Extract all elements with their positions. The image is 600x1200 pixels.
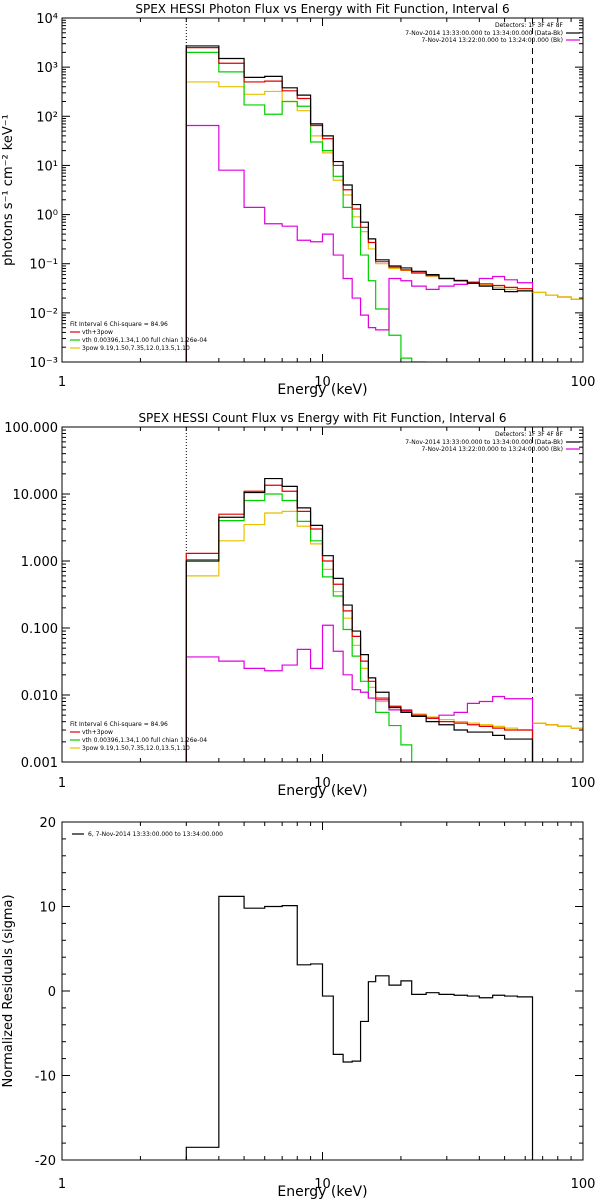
series-three-pow [185,510,534,762]
plot-frame [61,821,584,1161]
x-tick-label: 10 [314,1177,331,1192]
series-data [185,477,534,762]
series-three-pow [185,81,534,362]
x-tick-label: 1 [58,375,66,390]
chart-title: SPEX HESSI Photon Flux vs Energy with Fi… [135,2,509,16]
legend-entry-label: 7-Nov-2014 13:33:00.000 to 13:34:00.000 … [405,439,563,446]
x-tick-label: 10 [314,375,331,390]
series-vth [185,493,439,762]
plot-frame [61,426,584,763]
x-axis-label: Energy (keV) [277,1184,367,1200]
y-tick-label: 10.000 [13,488,59,503]
y-tick-label: 10⁰ [36,209,58,224]
series-group [185,895,534,1160]
series-data [185,45,534,362]
chart-panel-2: SPEX HESSI Count Flux vs Energy with Fit… [4,411,595,799]
legend-fit-interval: Fit Interval 6 Chi-square = 84.96 [70,721,168,728]
x-tick-label: 10 [314,776,331,791]
legend-entry-label: 7-Nov-2014 13:22:00.000 to 13:24:00.000 … [421,446,563,453]
chart-title: SPEX HESSI Count Flux vs Energy with Fit… [138,411,506,425]
series-background [185,624,534,762]
legend-entry-label: vth 0.00396,1.34,1.00 full chian 1.26e-0… [82,737,207,744]
plot-frame [61,17,584,363]
series-vth-3pow [185,484,534,762]
legend-detectors: Detectors: 1F 3F 4F 8F [495,22,564,29]
series-group [185,477,583,762]
y-tick-label: 10⁻¹ [29,258,58,273]
y-tick-label: 10 [39,901,56,916]
legend-fit-interval: Fit Interval 6 Chi-square = 84.96 [70,321,168,328]
y-tick-label: 10³ [36,61,58,76]
legend-entry-label: 6, 7-Nov-2014 13:33:00.000 to 13:34:00.0… [88,831,223,838]
y-tick-label: 0 [48,985,56,1000]
chart-panel-3: Energy (keV) Normalized Residuals (sigma)… [1,816,595,1200]
x-tick-label: 100 [571,776,596,791]
x-axis-label: Energy (keV) [277,783,367,799]
y-axis-label: Normalized Residuals (sigma) [1,894,16,1087]
y-tick-label: 0.100 [21,622,58,637]
y-tick-label: 0.001 [21,756,58,771]
series-background [185,124,534,362]
legend-entry-label: vth+3pow [82,329,113,336]
y-tick-label: 10⁻² [29,307,58,322]
series-three-pow-tail [532,722,583,729]
y-tick-label: 10¹ [36,159,58,174]
y-tick-label: 10⁻³ [29,356,58,371]
x-tick-label: 1 [58,776,66,791]
chart-panel-1: SPEX HESSI Photon Flux vs Energy with Fi… [1,2,595,398]
y-axis-label: photons s⁻¹ cm⁻² keV⁻¹ [1,114,16,266]
y-tick-label: 0.010 [21,689,58,704]
y-tick-label: 20 [39,816,56,831]
series-group [185,45,583,362]
series-three-pow-tail [532,291,583,300]
y-tick-label: 1.000 [21,555,58,570]
y-tick-label: 10² [36,110,58,125]
y-tick-label: -10 [35,1070,56,1085]
series-data [185,895,534,1160]
legend-entry-label: vth 0.00396,1.34,1.00 full chian 1.26e-0… [82,337,207,344]
y-tick-label: 100.000 [4,421,58,436]
legend-entry-label: 3pow 9.19,1.50,7.35,12.0,13.5,1.10 [82,745,190,752]
x-tick-label: 1 [58,1177,66,1192]
x-axis-label: Energy (keV) [277,382,367,398]
legend-detectors: Detectors: 1F 3F 4F 8F [495,431,564,438]
legend-entry-label: 3pow 9.19,1.50,7.35,12.0,13.5,1.10 [82,345,190,352]
legend-entry-label: 7-Nov-2014 13:33:00.000 to 13:34:00.000 … [405,30,563,37]
x-tick-label: 100 [571,1177,596,1192]
y-tick-label: -20 [35,1154,56,1169]
legend-entry-label: 7-Nov-2014 13:22:00.000 to 13:24:00.000 … [421,37,563,44]
legend-entry-label: vth+3pow [82,729,113,736]
x-tick-label: 100 [571,375,596,390]
y-tick-label: 10⁴ [36,12,58,27]
